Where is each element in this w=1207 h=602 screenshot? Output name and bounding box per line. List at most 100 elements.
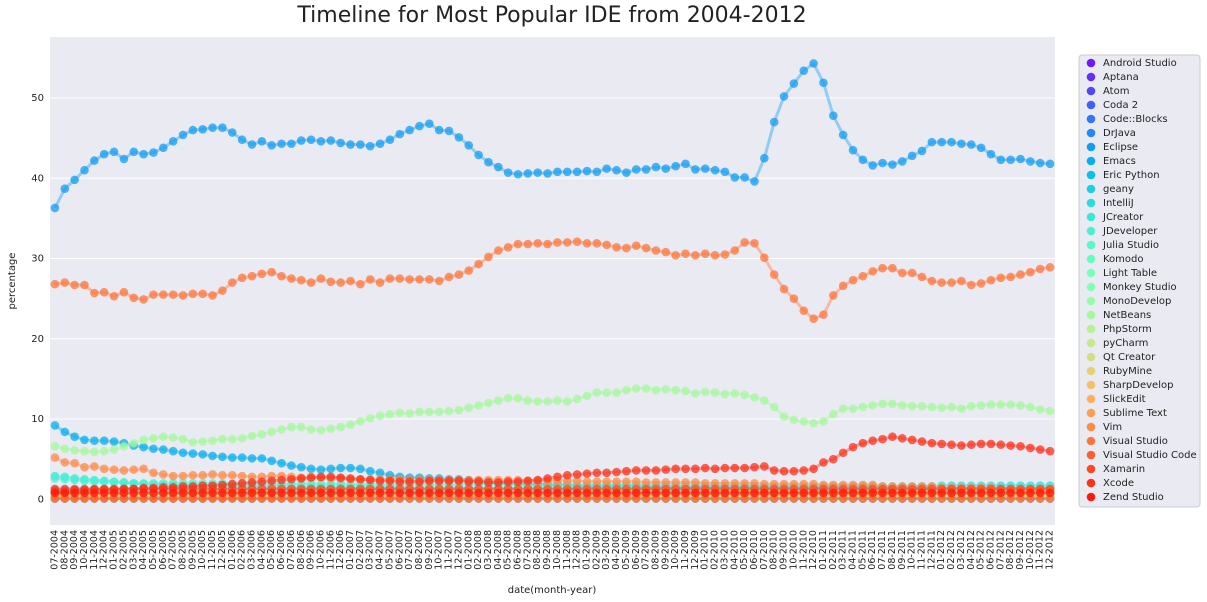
data-point [60,278,70,287]
legend-marker [1086,436,1096,446]
data-point [178,130,188,140]
x-tick-label: 05-2006 [266,530,277,570]
data-point [1026,443,1035,453]
data-point [99,149,109,159]
legend-label: JCreator [1102,212,1144,223]
x-tick-label: 04-2008 [493,530,504,570]
data-point [50,442,60,451]
data-point [572,476,582,486]
data-point [109,465,119,474]
data-point [730,463,740,473]
data-point [168,446,178,456]
data-point [976,439,986,449]
data-point [710,251,720,260]
legend-label: Emacs [1103,156,1136,167]
data-point [622,385,631,395]
x-tick-label: 08-2004 [59,530,70,570]
data-point [119,478,129,487]
data-point [513,169,523,179]
data-point [957,139,966,149]
data-point [917,401,927,411]
data-point [257,454,267,463]
data-point [129,293,139,303]
x-tick-label: 05-2011 [857,530,868,570]
data-point [296,422,306,432]
data-point [365,466,375,476]
x-tick-label: 08-2007 [414,530,425,570]
data-point [572,394,582,404]
data-point [710,488,720,498]
data-point [227,479,237,489]
data-point [513,488,523,498]
data-point [779,466,789,476]
data-point [287,274,296,283]
data-point [631,241,641,250]
data-point [661,164,671,173]
x-tick-label: 11-2009 [680,530,691,570]
data-point [474,401,483,410]
y-tick-label: 50 [31,93,44,104]
data-point [90,477,99,486]
data-point [119,488,129,498]
data-point [149,434,158,443]
data-point [553,396,562,405]
x-tick-label: 07-2006 [286,530,297,570]
data-point [523,239,533,249]
x-tick-label: 12-2006 [335,530,346,570]
data-point [178,488,188,498]
data-point [838,130,848,140]
data-point [661,488,671,498]
data-point [257,269,267,279]
x-tick-label: 03-2012 [956,530,967,570]
data-point [671,478,680,487]
data-point [227,488,237,498]
data-point [365,275,375,284]
legend-label: pyCharm [1103,338,1148,349]
x-tick-label: 12-2005 [217,530,228,570]
x-tick-label: 08-2010 [769,530,780,570]
data-point [976,279,986,288]
data-point [503,393,513,403]
data-point [198,450,208,459]
data-point [139,149,148,159]
data-point [907,488,917,498]
data-point [80,476,89,486]
data-point [947,402,956,412]
legend-label: geany [1103,184,1134,195]
data-point [503,168,513,177]
legend-label: SlickEdit [1103,394,1146,405]
data-point [474,477,483,486]
legend-marker [1086,184,1096,194]
data-point [750,393,759,402]
data-point [622,243,631,253]
data-point [917,437,927,446]
data-point [90,447,99,457]
data-point [809,488,818,498]
data-point [80,488,89,498]
data-point [454,488,464,498]
data-point [562,397,572,406]
data-point [109,445,119,454]
data-point [582,488,592,498]
data-point [553,488,562,498]
legend-marker [1086,422,1096,432]
data-point [70,280,79,290]
x-tick-label: 09-2012 [1015,530,1026,570]
data-point [592,468,602,478]
data-point [641,466,651,475]
data-point [612,488,621,498]
data-point [188,438,198,447]
data-point [858,438,868,448]
data-point [168,488,178,498]
data-point [641,488,651,498]
data-point [829,488,838,498]
data-point [168,433,178,442]
data-point [947,278,956,287]
data-point [996,400,1006,409]
x-tick-label: 10-2006 [315,530,326,570]
x-tick-label: 11-2010 [798,530,809,570]
data-point [149,148,158,157]
data-point [306,135,316,145]
x-tick-label: 12-2004 [99,530,110,570]
data-point [444,272,454,282]
